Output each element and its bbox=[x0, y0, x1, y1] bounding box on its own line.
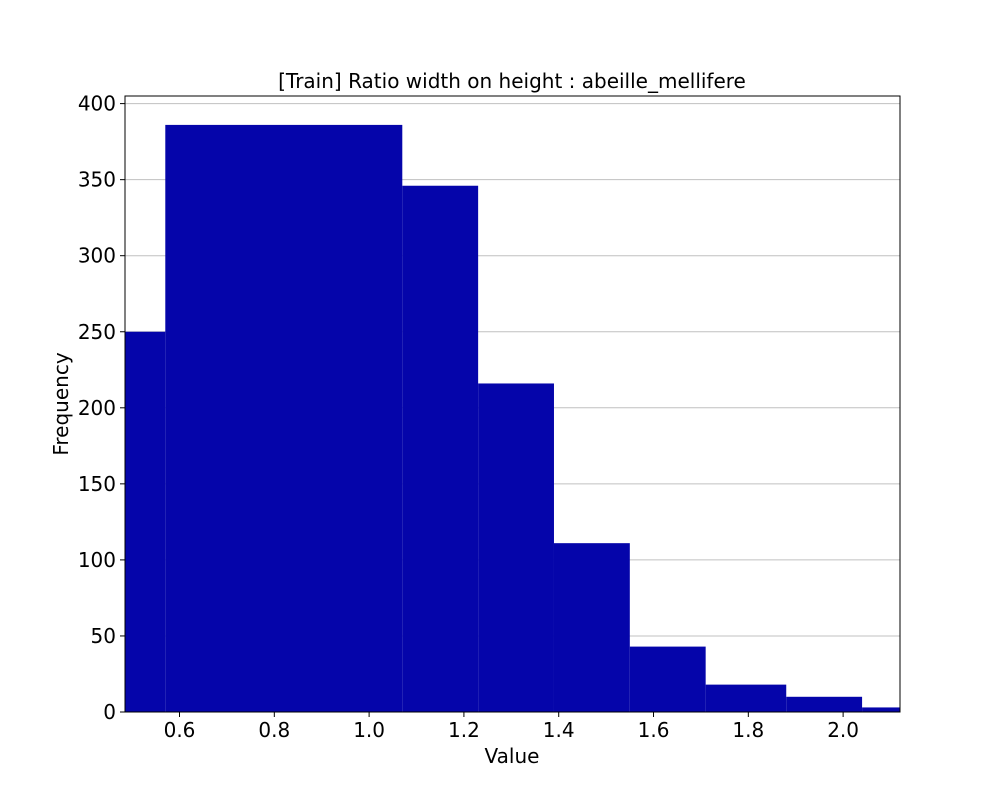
y-tick-label: 300 bbox=[78, 244, 116, 268]
y-tick-label: 100 bbox=[78, 548, 116, 572]
y-tick-label: 50 bbox=[91, 624, 116, 648]
y-tick-label: 350 bbox=[78, 168, 116, 192]
x-tick-label: 1.6 bbox=[638, 718, 670, 742]
y-axis-title: Frequency bbox=[49, 352, 73, 455]
histogram-bar bbox=[478, 383, 554, 712]
x-tick-label: 1.4 bbox=[543, 718, 575, 742]
chart-title: [Train] Ratio width on height : abeille_… bbox=[278, 69, 746, 93]
x-tick-label: 0.8 bbox=[258, 718, 290, 742]
y-tick-label: 150 bbox=[78, 472, 116, 496]
y-tick-label: 250 bbox=[78, 320, 116, 344]
histogram-bars bbox=[125, 124, 900, 713]
x-tick-label: 1.2 bbox=[448, 718, 480, 742]
plot-frame bbox=[124, 95, 901, 713]
x-tick-label: 0.6 bbox=[164, 718, 196, 742]
histogram-bar bbox=[553, 543, 630, 712]
histogram-bar bbox=[629, 646, 706, 712]
histogram-bar bbox=[862, 707, 900, 712]
x-tick-label: 1.8 bbox=[732, 718, 764, 742]
histogram-bar bbox=[705, 684, 787, 712]
x-tick-label: 1.0 bbox=[353, 718, 385, 742]
x-axis-title: Value bbox=[485, 744, 540, 768]
y-tick-label: 400 bbox=[78, 92, 116, 116]
x-axis-ticks: 0.6 0.8 1.0 1.2 1.4 1.6 1.8 2.0 bbox=[164, 712, 859, 742]
histogram-bar bbox=[786, 696, 863, 712]
y-axis-ticks: 0 50 100 150 200 250 300 350 400 bbox=[78, 92, 125, 724]
histogram-bar bbox=[125, 331, 166, 712]
y-tick-label: 200 bbox=[78, 396, 116, 420]
x-tick-label: 2.0 bbox=[827, 718, 859, 742]
histogram-bar bbox=[165, 124, 403, 713]
histogram-bar bbox=[402, 185, 479, 712]
y-tick-label: 0 bbox=[103, 700, 116, 724]
